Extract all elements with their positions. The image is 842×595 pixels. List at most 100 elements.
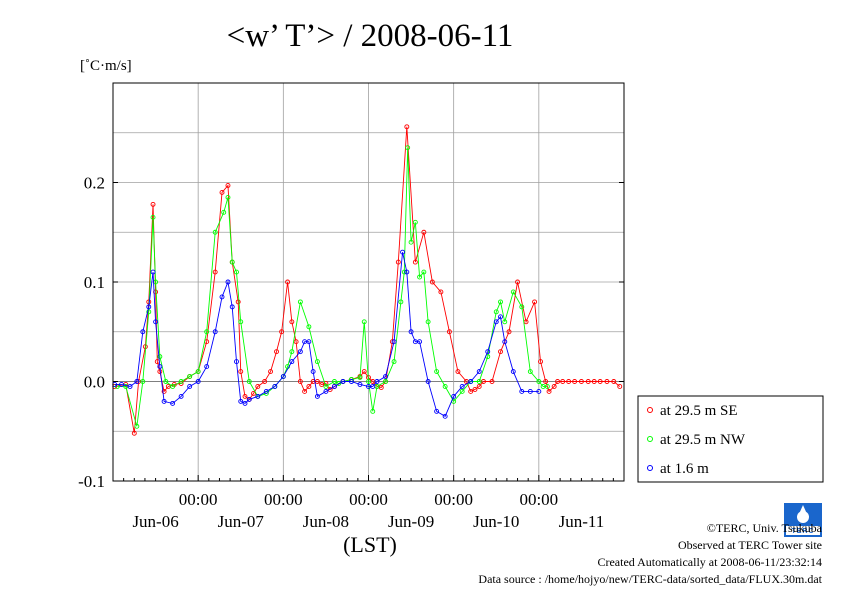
footer-copyright: ©TERC, Univ. Tsukuba <box>707 521 823 535</box>
y-axis-unit: [˚C·m/s] <box>80 58 132 74</box>
data-point <box>412 259 418 265</box>
data-point <box>506 329 512 335</box>
data-point <box>400 249 406 255</box>
data-point <box>404 269 410 275</box>
data-point <box>262 379 268 384</box>
data-point <box>153 289 159 295</box>
data-point <box>493 309 499 315</box>
data-point <box>221 209 227 215</box>
data-point <box>127 384 133 389</box>
data-point <box>493 319 499 325</box>
data-point <box>617 384 623 389</box>
data-point <box>178 379 184 384</box>
data-point <box>604 379 610 384</box>
data-point <box>314 393 320 399</box>
series-line <box>117 147 548 427</box>
data-point <box>229 259 235 265</box>
data-point <box>538 359 543 365</box>
data-point <box>235 299 241 305</box>
data-point <box>187 384 193 389</box>
data-point <box>225 279 231 285</box>
x-tick-day-label: Jun-06 <box>132 512 178 531</box>
data-point <box>306 324 312 330</box>
legend-label: at 29.5 m SE <box>660 403 738 419</box>
data-point <box>566 379 572 384</box>
data-point <box>527 369 533 374</box>
data-point <box>204 329 210 335</box>
terc-logo: TERC <box>784 503 822 537</box>
data-point <box>297 349 303 355</box>
x-tick-time-label: 00:00 <box>519 490 558 509</box>
data-point <box>527 389 533 394</box>
data-point <box>187 374 193 379</box>
data-point <box>157 364 163 370</box>
data-point <box>434 408 440 414</box>
data-point <box>140 379 146 384</box>
y-tick-label: 0.2 <box>84 174 105 193</box>
data-point <box>238 369 244 374</box>
data-point <box>398 299 404 305</box>
data-point <box>502 319 508 325</box>
y-tick-label: 0.0 <box>84 373 105 392</box>
data-point <box>555 379 561 384</box>
data-point <box>383 379 388 384</box>
data-point <box>349 379 354 384</box>
data-point <box>323 384 329 389</box>
data-point <box>246 379 252 384</box>
data-point <box>306 339 312 345</box>
data-point <box>391 339 397 345</box>
data-point <box>289 359 295 365</box>
x-tick-time-label: 00:00 <box>179 490 218 509</box>
data-point <box>585 379 591 384</box>
data-point <box>408 329 414 335</box>
data-point <box>421 229 427 235</box>
data-point <box>234 269 239 275</box>
footer-observed: Observed at TERC Tower site <box>678 538 822 552</box>
data-point <box>238 398 244 404</box>
x-tick-day-label: Jun-11 <box>559 512 605 531</box>
series-line <box>114 252 539 417</box>
footer-created: Created Automatically at 2008-06-11/23:3… <box>597 555 822 569</box>
data-point <box>404 124 410 130</box>
data-point <box>255 384 261 389</box>
data-point <box>238 319 244 325</box>
data-point <box>150 214 156 220</box>
data-point <box>293 339 299 345</box>
data-point <box>434 369 440 374</box>
data-point <box>611 379 617 384</box>
legend: at 29.5 m SE at 29.5 m NW at 1.6 m <box>637 395 824 483</box>
data-point <box>412 219 418 225</box>
data-point <box>459 384 465 389</box>
x-tick-time-label: 00:00 <box>264 490 303 509</box>
data-point <box>489 379 495 384</box>
x-tick-day-label: Jun-08 <box>303 512 349 531</box>
data-point <box>314 359 320 365</box>
data-point <box>374 379 380 384</box>
data-point <box>163 379 169 384</box>
data-point <box>357 375 363 380</box>
data-point <box>597 379 603 384</box>
data-point <box>268 369 274 374</box>
data-point <box>272 384 278 389</box>
data-point <box>225 194 231 200</box>
data-point <box>543 379 549 384</box>
data-point <box>146 309 152 315</box>
data-point <box>280 374 286 379</box>
data-point <box>150 269 156 275</box>
footer-source: Data source : /home/hojyo/new/TERC-data/… <box>478 572 822 586</box>
data-point <box>289 349 295 355</box>
data-point <box>515 279 520 285</box>
data-point <box>251 390 256 396</box>
data-point <box>229 304 235 310</box>
data-point <box>370 384 376 389</box>
data-point <box>297 299 303 305</box>
data-point <box>572 379 578 384</box>
data-point <box>446 329 452 335</box>
data-point <box>395 259 401 265</box>
data-point <box>378 385 384 390</box>
x-ticks: 00:00Jun-0600:00Jun-0700:00Jun-0800:00Ju… <box>112 475 625 531</box>
data-point <box>519 389 525 394</box>
data-point <box>536 379 542 384</box>
data-point <box>255 393 261 399</box>
